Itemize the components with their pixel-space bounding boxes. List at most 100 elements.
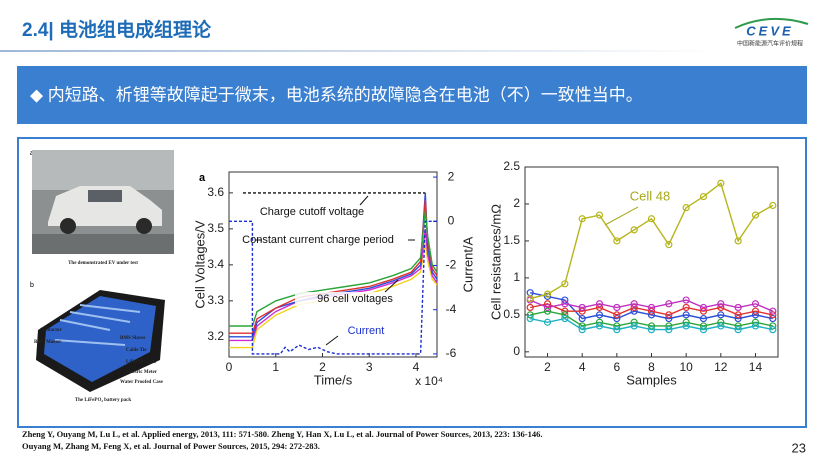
series-marker xyxy=(526,294,534,303)
pack-part-label: BMS Master xyxy=(34,340,62,345)
x-tick-label: 4 xyxy=(413,360,420,374)
series-marker xyxy=(613,326,621,334)
y-tick-label: 0 xyxy=(513,344,520,358)
series-marker xyxy=(613,311,621,319)
series-marker xyxy=(613,303,621,312)
pack-part-label: Cable Tie xyxy=(126,348,147,353)
battery-pack xyxy=(36,290,165,392)
series-marker xyxy=(682,204,690,212)
series-marker xyxy=(751,300,760,308)
reference: Ouyang M, Zhang M, Feng X, et al. Journa… xyxy=(22,441,320,451)
series-marker xyxy=(578,303,586,312)
pack-label: b xyxy=(30,282,34,289)
series-marker xyxy=(543,318,552,326)
series-marker xyxy=(769,201,777,210)
annotation-arrow xyxy=(325,335,339,346)
series-marker xyxy=(769,314,777,323)
x-tick-label: 4 xyxy=(579,360,586,374)
y-axis-label: Cell Voltages/V xyxy=(192,220,207,308)
photo-caption: The demonstrated EV under test xyxy=(68,261,138,266)
series-marker xyxy=(769,311,777,319)
pack-part-label: BMS Slaves xyxy=(120,336,145,341)
pack-part-label: Contactor xyxy=(40,328,62,333)
series-marker xyxy=(526,314,534,323)
series-marker xyxy=(543,290,552,298)
y-axis-label: Cell resistances/mΩ xyxy=(488,204,503,320)
series-marker xyxy=(717,322,725,330)
series-marker xyxy=(561,280,569,288)
series-marker xyxy=(561,300,569,308)
series-marker xyxy=(699,326,708,334)
reference: Zheng Y, Ouyang M, Lu L, et al. Applied … xyxy=(22,429,543,439)
y-tick-label: 3.4 xyxy=(207,257,224,271)
y-tick-label: 2 xyxy=(513,196,520,210)
series-marker xyxy=(595,322,604,330)
x-multiplier: x 10⁴ xyxy=(415,374,443,388)
logo-text: CEVE xyxy=(746,23,793,38)
x-tick-label: 0 xyxy=(226,360,233,374)
y-tick-label: 3.5 xyxy=(207,221,224,235)
series-marker xyxy=(665,311,673,319)
series-marker xyxy=(613,237,621,245)
logo-subtitle: 中国新能源汽车评价规程 xyxy=(737,40,803,48)
pack-part-label: LiFePO₄ Cells xyxy=(126,360,156,365)
y-tick-label: 2.5 xyxy=(503,159,520,173)
slide-title: 2.4| 电池组电成组理论 xyxy=(22,18,212,41)
series-marker xyxy=(682,322,690,330)
pack-part-label: Water Proofed Case xyxy=(120,380,164,385)
series-marker xyxy=(665,326,673,334)
y2-tick-label: -4 xyxy=(446,302,457,316)
series-marker xyxy=(751,211,760,219)
series-marker xyxy=(682,303,690,312)
x-tick-label: 14 xyxy=(749,360,763,374)
series-marker xyxy=(734,237,742,245)
annotation-arrow xyxy=(604,206,639,226)
banner xyxy=(17,66,807,124)
series-marker xyxy=(630,300,638,308)
annotation: Charge cutoff voltage xyxy=(260,206,364,218)
ev-photo xyxy=(32,150,174,254)
y-tick-label: 3.3 xyxy=(207,293,224,307)
annotation: Constant current charge period xyxy=(242,234,394,246)
series-line xyxy=(530,292,773,320)
x-tick-label: 6 xyxy=(613,360,620,374)
series-line xyxy=(229,228,438,342)
y-tick-label: 0.5 xyxy=(503,307,520,321)
header-rule xyxy=(0,50,720,52)
series-marker xyxy=(734,311,742,319)
series-marker xyxy=(630,226,638,234)
series-marker xyxy=(543,303,552,312)
series-marker xyxy=(526,311,534,319)
y2-tick-label: -6 xyxy=(446,346,457,360)
annotation-bg xyxy=(258,233,378,247)
series-marker xyxy=(769,326,777,334)
series-marker xyxy=(699,303,708,312)
x-tick-label: 2 xyxy=(544,360,551,374)
series-marker xyxy=(578,326,586,334)
annotation-bg xyxy=(295,292,415,306)
series-line xyxy=(530,303,773,316)
annotation: Current xyxy=(348,325,385,337)
x-tick-label: 1 xyxy=(272,360,279,374)
series-label: Cell 48 xyxy=(630,188,670,203)
pack-caption: The LiFePO₄ battery pack xyxy=(75,398,132,403)
annotation: 96 cell voltages xyxy=(317,293,393,305)
panel-label: a xyxy=(199,172,206,184)
annotation-arrow xyxy=(359,195,369,206)
series-marker xyxy=(734,303,742,312)
series-marker xyxy=(717,300,725,308)
series-marker xyxy=(647,215,656,223)
series-line xyxy=(530,310,773,327)
series-marker xyxy=(769,307,777,315)
x-tick-label: 2 xyxy=(319,360,326,374)
y2-tick-label: -2 xyxy=(446,258,457,272)
x-axis-label: Samples xyxy=(626,372,677,387)
y-tick-label: 1 xyxy=(513,270,520,284)
plot-area xyxy=(228,171,438,358)
series-marker xyxy=(595,311,604,319)
series-marker xyxy=(665,241,673,249)
series-line xyxy=(530,182,774,300)
series-marker xyxy=(630,322,638,330)
series-line xyxy=(229,210,438,327)
